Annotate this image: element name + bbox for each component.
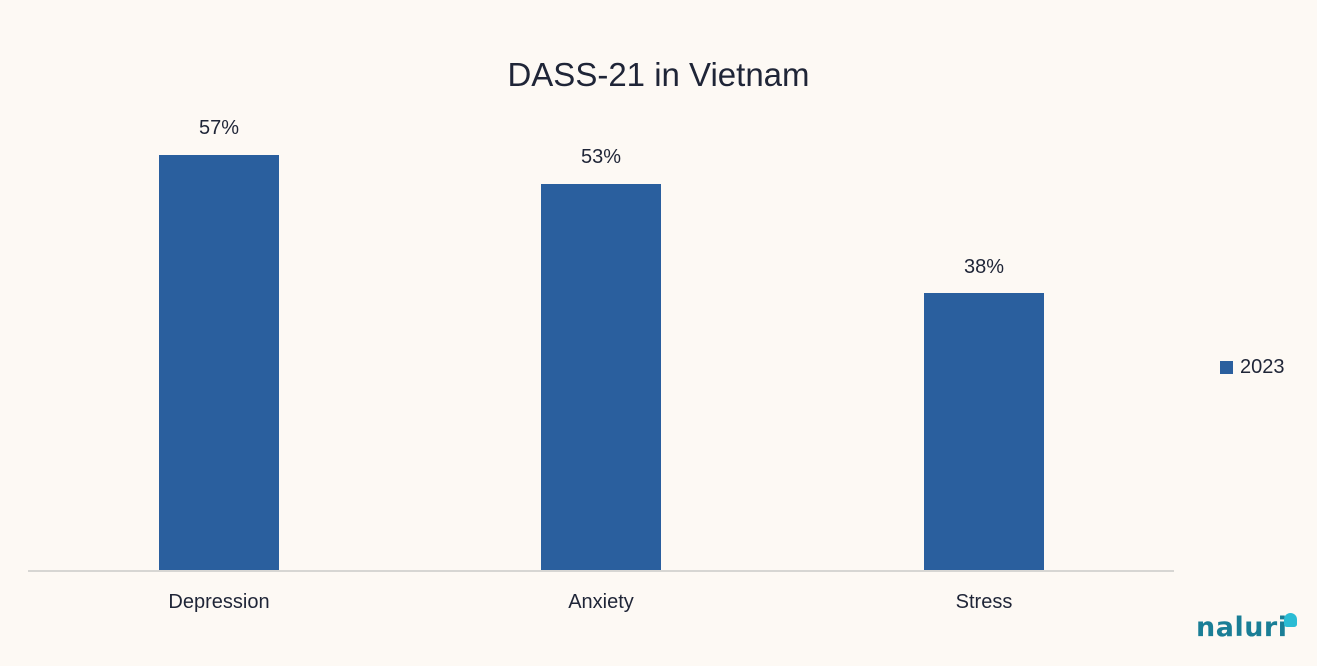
- value-label-stress: 38%: [963, 256, 1005, 278]
- logo-mascot-icon: [1284, 613, 1297, 627]
- chart-title: DASS-21 in Vietnam: [507, 56, 810, 93]
- bar-depression: [159, 155, 279, 570]
- category-label-stress: Stress: [955, 591, 1013, 613]
- legend-swatch-icon: [1220, 361, 1233, 374]
- legend: 2023: [1220, 356, 1285, 379]
- category-label-anxiety: Anxiety: [568, 591, 634, 613]
- legend-label: 2023: [1240, 356, 1285, 378]
- x-axis-line: [28, 570, 1174, 572]
- bar-stress: [924, 293, 1044, 570]
- category-label-depression: Depression: [168, 591, 270, 613]
- value-label-anxiety: 53%: [580, 146, 622, 168]
- brand-logo: naluri: [1196, 612, 1288, 643]
- bar-anxiety: [541, 184, 661, 570]
- value-label-depression: 57%: [198, 117, 240, 139]
